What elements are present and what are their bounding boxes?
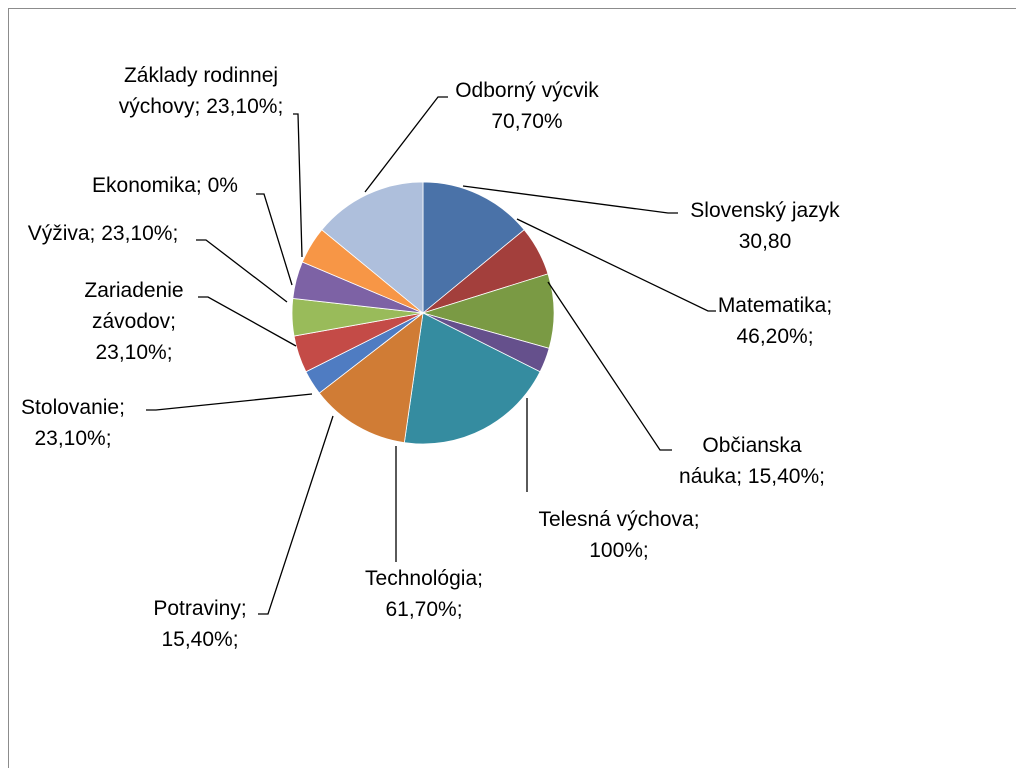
slice-telesn-v-chova-label-line: 100%; bbox=[589, 539, 649, 562]
slice-telesn-v-chova bbox=[403, 312, 541, 445]
slice-stolovanie-label-line: 23,10%; bbox=[34, 427, 111, 450]
chart-area bbox=[8, 8, 1016, 768]
slice-stolovanie-leader-line bbox=[146, 393, 313, 411]
slice-ekonomika-0-label-line: Ekonomika; 0% bbox=[92, 174, 238, 197]
slice-z-klady-rodinnej-label-line: Základy rodinnej bbox=[124, 64, 278, 87]
slice-slovensk-jazyk-label-line: Slovenský jazyk bbox=[690, 199, 840, 222]
slice-odborn-v-cvik-label-line: Odborný výcvik bbox=[455, 79, 599, 102]
slice-zariadenie-label: Zariadenie závodov; 23,10%; bbox=[84, 279, 183, 364]
slice-ob-ianska-label-line: náuka; 15,40%; bbox=[679, 465, 825, 488]
slice-technol-gia-label-line: Technológia; bbox=[365, 567, 483, 590]
slice-odborn-v-cvik-leader-line bbox=[364, 96, 448, 193]
slice-odborn-v-cvik-label: Odborný výcvik 70,70% bbox=[455, 79, 599, 133]
slice-odborn-v-cvik bbox=[422, 181, 525, 314]
slice-odborn-v-cvik-label-line: 70,70% bbox=[491, 110, 562, 133]
slice-potraviny-label-line: Potraviny; bbox=[153, 597, 246, 620]
slice-zariadenie-label-line: 23,10%; bbox=[95, 341, 172, 364]
slice-potraviny-label: Potraviny; 15,40%; bbox=[153, 597, 246, 651]
slice-unlabeled bbox=[321, 181, 424, 314]
slice-slovensk-jazyk-leader-line bbox=[462, 185, 678, 214]
slice-matematika-label: Matematika; 46,20%; bbox=[718, 294, 832, 348]
slice-ob-ianska-label: Občianska náuka; 15,40%; bbox=[679, 434, 825, 488]
slice-z-klady-rodinnej-label-line: výchovy; 23,10%; bbox=[119, 95, 284, 118]
slice-zariadenie-label-line: Zariadenie bbox=[84, 279, 183, 302]
slice-labels: Odborný výcvik 70,70% Slovenský jazyk 30,80… bbox=[21, 64, 840, 651]
pie-slices bbox=[291, 181, 555, 445]
slice-z-klady-rodinnej-leader-line bbox=[293, 113, 303, 258]
slice-telesn-v-chova-label: Telesná výchova; 100%; bbox=[538, 508, 699, 562]
slice-v-iva-23-10-leader-line bbox=[196, 239, 288, 303]
slice-z-klady-rodinnej-label: Základy rodinnej výchovy; 23,10%; bbox=[119, 64, 284, 118]
slice-ekonomika-0-leader-line bbox=[256, 193, 293, 286]
slice-stolovanie-label-line: Stolovanie; bbox=[21, 396, 125, 419]
leader-lines bbox=[146, 96, 716, 615]
slice-v-iva-23-10-label: Výživa; 23,10%; bbox=[28, 222, 179, 245]
slice-matematika-leader-line bbox=[516, 218, 716, 312]
slice-slovensk-jazyk-label: Slovenský jazyk 30,80 bbox=[690, 199, 840, 253]
slice-matematika-label-line: 46,20%; bbox=[736, 325, 813, 348]
slice-ekonomika-0-label: Ekonomika; 0% bbox=[92, 174, 238, 197]
slice-technol-gia bbox=[318, 312, 424, 444]
slice-stolovanie-label: Stolovanie; 23,10%; bbox=[21, 396, 125, 450]
slice-potraviny-leader-line bbox=[258, 415, 334, 615]
slice-ob-ianska-label-line: Občianska bbox=[702, 434, 802, 457]
slice-matematika-label-line: Matematika; bbox=[718, 294, 832, 317]
slice-telesn-v-chova-label-line: Telesná výchova; bbox=[538, 508, 699, 531]
slice-potraviny-label-line: 15,40%; bbox=[161, 628, 238, 651]
slice-ob-ianska-leader-line bbox=[547, 281, 672, 451]
slice-technol-gia-label-line: 61,70%; bbox=[385, 598, 462, 621]
slice-v-iva-23-10-label-line: Výživa; 23,10%; bbox=[28, 222, 179, 245]
slice-technol-gia-label: Technológia; 61,70%; bbox=[365, 567, 483, 621]
slice-zariadenie-leader-line bbox=[198, 296, 297, 347]
slice-zariadenie-label-line: závodov; bbox=[92, 310, 176, 333]
slice-slovensk-jazyk-label-line: 30,80 bbox=[739, 230, 792, 253]
